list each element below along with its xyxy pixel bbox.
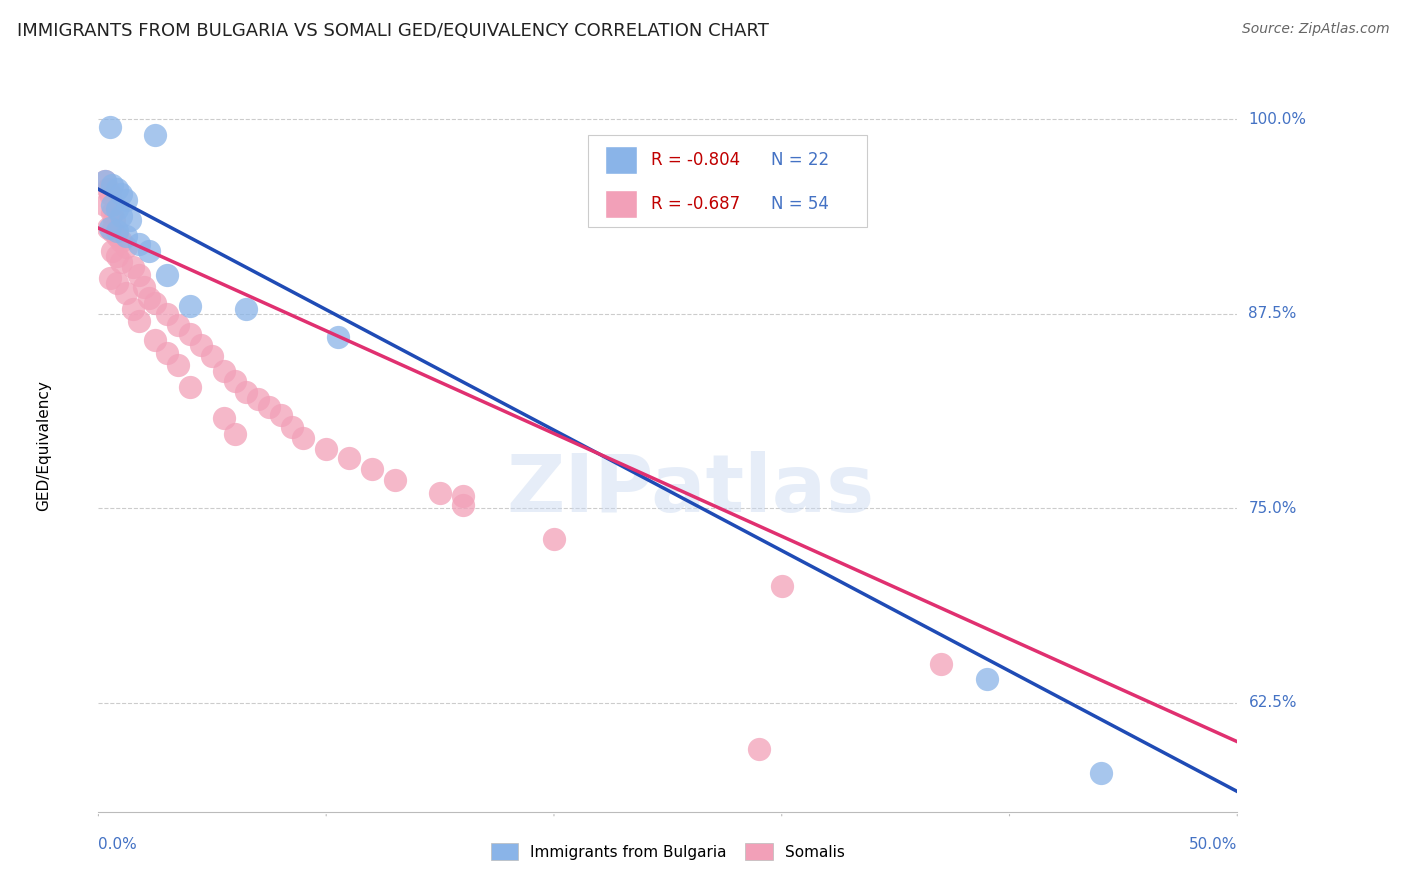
- Point: [110, 255, 132, 269]
- Point: [145, 295, 167, 310]
- Point: [929, 657, 952, 671]
- Text: 75.0%: 75.0%: [1249, 500, 1296, 516]
- Point: [543, 533, 565, 547]
- Point: [103, 213, 125, 227]
- Point: [224, 426, 246, 441]
- Point: [94, 198, 117, 212]
- Text: IMMIGRANTS FROM BULGARIA VS SOMALI GED/EQUIVALENCY CORRELATION CHART: IMMIGRANTS FROM BULGARIA VS SOMALI GED/E…: [17, 22, 769, 40]
- Text: R = -0.687: R = -0.687: [651, 194, 740, 213]
- Point: [212, 364, 235, 378]
- Point: [105, 182, 128, 196]
- Point: [101, 244, 124, 259]
- Point: [976, 673, 998, 687]
- Point: [235, 384, 257, 399]
- Point: [246, 392, 269, 407]
- Point: [360, 462, 382, 476]
- Text: N = 54: N = 54: [772, 194, 830, 213]
- Point: [132, 280, 155, 294]
- Point: [121, 301, 143, 316]
- Point: [145, 128, 167, 142]
- Point: [179, 326, 201, 341]
- Point: [259, 400, 281, 414]
- Point: [105, 228, 128, 243]
- Point: [101, 224, 124, 238]
- Point: [384, 473, 406, 487]
- Point: [138, 244, 160, 259]
- Text: Source: ZipAtlas.com: Source: ZipAtlas.com: [1241, 22, 1389, 37]
- Point: [96, 182, 118, 196]
- Point: [101, 178, 124, 192]
- Point: [224, 374, 246, 388]
- Point: [105, 249, 128, 263]
- Bar: [605, 146, 637, 174]
- Text: GED/Equivalency: GED/Equivalency: [37, 381, 51, 511]
- Point: [98, 186, 121, 201]
- Point: [98, 120, 121, 134]
- Text: R = -0.804: R = -0.804: [651, 151, 740, 169]
- Point: [212, 411, 235, 425]
- Point: [167, 358, 190, 372]
- Point: [156, 268, 179, 282]
- Point: [429, 485, 451, 500]
- Point: [114, 240, 136, 254]
- Point: [770, 579, 793, 593]
- Point: [110, 186, 132, 201]
- Point: [114, 193, 136, 207]
- Text: 0.0%: 0.0%: [98, 837, 138, 852]
- Point: [235, 301, 257, 316]
- Point: [292, 431, 315, 445]
- Point: [156, 345, 179, 359]
- Legend: Immigrants from Bulgaria, Somalis: Immigrants from Bulgaria, Somalis: [485, 838, 851, 866]
- Point: [179, 299, 201, 313]
- Point: [138, 291, 160, 305]
- Point: [748, 742, 770, 756]
- Point: [98, 271, 121, 285]
- Text: 87.5%: 87.5%: [1249, 306, 1296, 321]
- Point: [337, 451, 360, 466]
- Point: [120, 213, 142, 227]
- Point: [105, 202, 128, 217]
- Point: [110, 209, 132, 223]
- Point: [451, 489, 474, 503]
- Point: [101, 205, 124, 219]
- Point: [145, 333, 167, 347]
- Point: [1090, 765, 1112, 780]
- Point: [190, 338, 212, 352]
- Point: [114, 286, 136, 301]
- Point: [98, 221, 121, 235]
- Point: [128, 268, 150, 282]
- Point: [94, 174, 117, 188]
- Text: ZIPatlas: ZIPatlas: [506, 450, 875, 529]
- Point: [114, 228, 136, 243]
- Text: 100.0%: 100.0%: [1249, 112, 1306, 127]
- Point: [110, 234, 132, 248]
- Point: [94, 174, 117, 188]
- Point: [128, 314, 150, 328]
- Text: N = 22: N = 22: [772, 151, 830, 169]
- Point: [121, 260, 143, 274]
- Point: [105, 224, 128, 238]
- Point: [179, 380, 201, 394]
- Point: [281, 420, 304, 434]
- Text: 50.0%: 50.0%: [1189, 837, 1237, 852]
- Text: 62.5%: 62.5%: [1249, 695, 1296, 710]
- Point: [156, 307, 179, 321]
- Point: [105, 276, 128, 290]
- Point: [101, 198, 124, 212]
- FancyBboxPatch shape: [588, 135, 868, 227]
- Point: [167, 318, 190, 332]
- Point: [201, 349, 224, 363]
- Point: [96, 221, 118, 235]
- Point: [326, 330, 349, 344]
- Point: [451, 498, 474, 512]
- Bar: [605, 190, 637, 218]
- Point: [270, 408, 292, 422]
- Point: [315, 442, 337, 456]
- Point: [128, 236, 150, 251]
